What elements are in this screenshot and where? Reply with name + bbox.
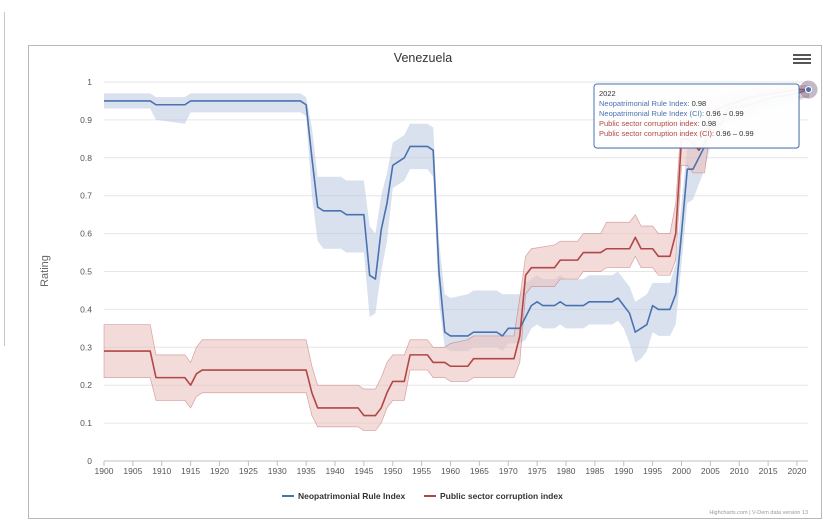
x-tick-label: 1970 [499, 466, 518, 476]
tooltip-value: 0.98 [702, 119, 717, 128]
x-tick-label: 1975 [528, 466, 547, 476]
y-tick-label: 0.6 [80, 229, 92, 239]
x-tick-label: 1995 [643, 466, 662, 476]
x-tick-label: 2010 [730, 466, 749, 476]
tooltip-value: 0.96 – 0.99 [706, 109, 744, 118]
y-tick-label: 0 [87, 456, 92, 466]
tooltip-label: Public sector corruption index: [599, 119, 702, 128]
x-tick-label: 1950 [383, 466, 402, 476]
window-edge-rule [4, 12, 5, 346]
tooltip-line: Public sector corruption index: 0.98 [599, 119, 716, 128]
y-axis-label: Rating [39, 255, 51, 287]
legend-label: Neopatrimonial Rule Index [298, 491, 405, 501]
axis-labels: 0 0.1 0.2 0.3 0.4 0.5 0.6 0.7 0.8 0.9 1 1900 1905 191… [80, 77, 807, 476]
y-tick-label: 0.7 [80, 191, 92, 201]
tooltip-value: 0.96 – 0.99 [716, 129, 754, 138]
y-tick-label: 0.4 [80, 304, 92, 314]
y-tick-label: 0.5 [80, 267, 92, 277]
tooltip-line: Public sector corruption index (CI): 0.9… [599, 129, 754, 138]
legend-item-neopatrimonial[interactable]: Neopatrimonial Rule Index [282, 491, 405, 501]
x-tick-label: 1940 [326, 466, 345, 476]
x-tick-label: 1965 [470, 466, 489, 476]
legend: Neopatrimonial Rule Index Public sector c… [282, 491, 563, 501]
tooltip-box [593, 83, 800, 149]
x-tick-label: 2020 [788, 466, 807, 476]
x-tick-label: 1905 [123, 466, 142, 476]
x-tick-label: 2015 [759, 466, 778, 476]
x-tick-label: 1935 [297, 466, 316, 476]
y-tick-label: 0.2 [80, 380, 92, 390]
x-tick-label: 1930 [268, 466, 287, 476]
chart-title: Venezuela [394, 51, 452, 65]
legend-label: Public sector corruption index [440, 491, 563, 501]
x-tick-label: 1945 [354, 466, 373, 476]
series-line-neopatrimonial [104, 88, 809, 337]
x-tick-label: 1955 [412, 466, 431, 476]
tooltip-line: Neopatrimonial Rule Index (CI): 0.96 – 0… [599, 109, 744, 118]
legend-item-corruption[interactable]: Public sector corruption index [424, 491, 563, 501]
x-tick-label: 1980 [557, 466, 576, 476]
x-tick-label: 2000 [672, 466, 691, 476]
x-tick-label: 1900 [95, 466, 114, 476]
tooltip-label: Neopatrimonial Rule Index (CI): [599, 109, 706, 118]
menu-icon[interactable] [793, 52, 811, 68]
x-tick-label: 1960 [441, 466, 460, 476]
x-tick-label: 1920 [210, 466, 229, 476]
tooltip-line: Neopatrimonial Rule Index: 0.98 [599, 99, 706, 108]
credits-text[interactable]: Highcharts.com | V-Dem data version 13 [709, 510, 808, 516]
x-tick-label: 1915 [181, 466, 200, 476]
y-tick-label: 1 [87, 77, 92, 87]
hover-point-neopatrimonial [805, 86, 813, 94]
hover-markers [799, 80, 818, 99]
ci-band-corruption [103, 85, 809, 432]
y-tick-label: 0.9 [80, 115, 92, 125]
tooltip-value: 0.98 [692, 99, 707, 108]
tooltip-label: Public sector corruption index (CI): [599, 129, 716, 138]
x-tick-label: 1990 [614, 466, 633, 476]
x-tick-label: 1925 [239, 466, 258, 476]
y-tick-label: 0.3 [80, 342, 92, 352]
tooltip-label: Neopatrimonial Rule Index: [599, 99, 692, 108]
y-tick-label: 0.8 [80, 153, 92, 163]
x-tick-label: 1985 [585, 466, 604, 476]
tooltip-year: 2022 [599, 89, 616, 98]
x-tick-label: 2005 [701, 466, 720, 476]
x-tick-label: 1910 [152, 466, 171, 476]
y-tick-label: 0.1 [80, 418, 92, 428]
